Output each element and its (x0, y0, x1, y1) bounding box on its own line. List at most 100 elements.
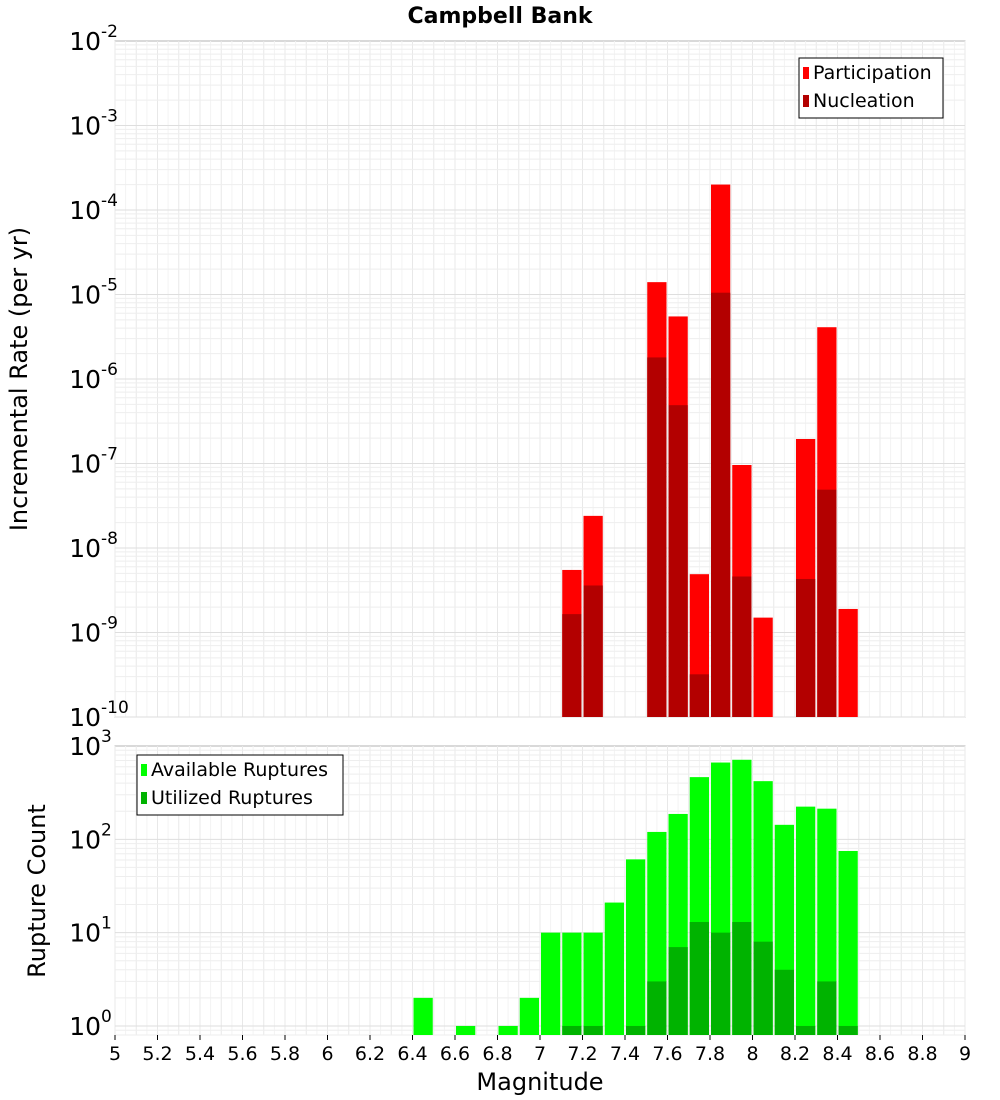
rate-bar-nucleation (796, 578, 816, 717)
count-bar-available-ruptures (583, 932, 603, 1035)
y-tick-exponent: 3 (101, 727, 112, 747)
count-bar-available-ruptures (796, 806, 816, 1035)
count-bar-utilized-ruptures (626, 1025, 646, 1035)
x-tick-label: 7.2 (567, 1043, 597, 1065)
rate-bar-nucleation (711, 292, 731, 717)
y-tick-exponent: -3 (101, 107, 118, 127)
rate-grid (114, 41, 966, 718)
rate-bar-nucleation (647, 357, 667, 717)
count-bars (413, 759, 858, 1035)
chart-title: Campbell Bank (408, 4, 594, 29)
x-axis-label: Magnitude (476, 1068, 603, 1096)
x-ticks: 5 5.2 5.4 5.6 5.8 6 6.2 6.4 6.6 6.8 7 7.2 7.4 7.6 7.8 8… (109, 1035, 971, 1065)
count-bar-available-ruptures (838, 850, 858, 1035)
x-tick-label: 6.4 (397, 1043, 427, 1065)
x-tick-label: 7.8 (695, 1043, 725, 1065)
y-tick-label: 10 (69, 281, 101, 310)
y-tick-label: 10 (69, 825, 101, 854)
rate-bar-nucleation (562, 614, 582, 717)
count-bar-available-ruptures (413, 997, 433, 1035)
x-tick-label: 8.2 (780, 1043, 810, 1065)
y-tick-label: 10 (69, 1012, 101, 1041)
rate-bar-nucleation (583, 585, 603, 717)
participation-legend-label: Participation (813, 62, 932, 84)
y-tick-label: 10 (69, 703, 101, 732)
nucleation-legend-swatch (803, 95, 809, 107)
y-tick-exponent: -10 (101, 698, 129, 718)
utilized-legend-swatch (141, 792, 147, 804)
available-legend-label: Available Ruptures (151, 759, 328, 781)
y-tick-exponent: -6 (101, 360, 118, 380)
y-tick-exponent: -8 (101, 529, 118, 549)
count-bar-available-ruptures (626, 859, 646, 1035)
x-tick-label: 5.6 (227, 1043, 257, 1065)
y-tick-exponent: 2 (101, 820, 112, 840)
count-bar-utilized-ruptures (583, 1025, 603, 1035)
rate-bar-nucleation (817, 489, 837, 717)
x-tick-label: 6 (321, 1043, 333, 1065)
x-tick-label: 6.6 (440, 1043, 470, 1065)
x-tick-label: 5.2 (142, 1043, 172, 1065)
count-grid (114, 746, 966, 1036)
count-bar-utilized-ruptures (774, 969, 794, 1035)
x-tick-label: 8.8 (907, 1043, 937, 1065)
count-bar-utilized-ruptures (689, 922, 709, 1035)
rate-bar-participation (753, 617, 773, 717)
x-tick-label: 5 (109, 1043, 121, 1065)
y-tick-label: 10 (69, 619, 101, 648)
count-bar-utilized-ruptures (711, 932, 731, 1035)
count-bar-utilized-ruptures (732, 922, 752, 1035)
rate-legend: Participation Nucleation (798, 57, 944, 119)
y-tick-label: 10 (69, 534, 101, 563)
nucleation-legend-label: Nucleation (813, 90, 915, 112)
x-tick-label: 7 (534, 1043, 546, 1065)
x-tick-label: 6.8 (482, 1043, 512, 1065)
y-tick-label: 10 (69, 919, 101, 948)
x-tick-label: 5.4 (185, 1043, 215, 1065)
rate-bars (562, 184, 858, 717)
x-tick-label: 9 (959, 1043, 971, 1065)
rate-bar-nucleation (689, 674, 709, 717)
y-tick-exponent: 1 (101, 914, 112, 934)
count-bar-available-ruptures (519, 997, 539, 1035)
x-tick-label: 8.4 (822, 1043, 852, 1065)
y-tick-label: 10 (69, 27, 101, 56)
y-tick-label: 10 (69, 365, 101, 394)
count-legend-box (136, 754, 344, 816)
count-bar-utilized-ruptures (668, 947, 688, 1035)
rate-y-ticks: 10-210-310-410-510-610-710-810-910-10 (69, 22, 129, 732)
y-tick-label: 10 (69, 196, 101, 225)
x-tick-label: 5.8 (270, 1043, 300, 1065)
count-bar-utilized-ruptures (562, 1025, 582, 1035)
rate-legend-box (798, 57, 944, 119)
participation-legend-swatch (803, 67, 809, 79)
utilized-legend-label: Utilized Ruptures (151, 787, 313, 809)
y-tick-label: 10 (69, 450, 101, 479)
x-tick-label: 7.4 (610, 1043, 640, 1065)
rate-panel: 10-210-310-410-510-610-710-810-910-10 In… (5, 22, 966, 732)
count-legend: Available Ruptures Utilized Ruptures (136, 754, 344, 816)
count-bar-utilized-ruptures (838, 1025, 858, 1035)
y-tick-label: 10 (69, 112, 101, 141)
x-tick-label: 8 (746, 1043, 758, 1065)
x-tick-label: 8.6 (865, 1043, 895, 1065)
count-bar-available-ruptures (541, 932, 561, 1035)
count-bar-utilized-ruptures (753, 941, 773, 1035)
x-tick-label: 7.6 (652, 1043, 682, 1065)
y-tick-exponent: -5 (101, 276, 118, 296)
count-bar-utilized-ruptures (647, 981, 667, 1035)
y-tick-exponent: 0 (101, 1007, 112, 1027)
count-bar-utilized-ruptures (817, 981, 837, 1035)
x-tick-label: 6.2 (355, 1043, 385, 1065)
y-tick-exponent: -7 (101, 445, 118, 465)
rate-bar-participation (838, 608, 858, 717)
y-tick-label: 10 (69, 732, 101, 761)
count-y-axis-label: Rupture Count (23, 804, 51, 978)
rate-bar-nucleation (732, 576, 752, 717)
count-bar-available-ruptures (817, 808, 837, 1035)
rate-bar-nucleation (668, 405, 688, 717)
y-tick-exponent: -9 (101, 614, 118, 634)
